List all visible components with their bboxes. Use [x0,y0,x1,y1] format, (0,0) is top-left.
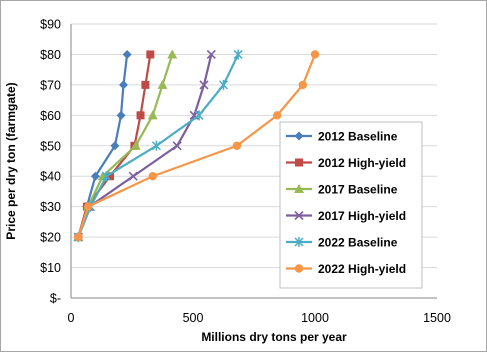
y-tick-label: $40 [40,170,61,184]
legend-item: 2022 High-yield [286,262,406,276]
data-point [74,232,83,242]
legend-label: 2012 High-yield [318,156,406,170]
y-axis-title: Price per dry ton (farmgate) [4,82,18,239]
legend-label: 2022 High-yield [318,262,406,276]
legend-item: 2017 High-yield [286,209,406,223]
legend-label: 2022 Baseline [318,236,398,250]
x-tick-label: 1000 [301,311,329,325]
data-point [116,110,126,120]
legend-label: 2017 Baseline [318,183,398,197]
data-point [157,79,168,89]
legend: 2012 Baseline 2012 High-yield 2017 Baselin… [279,121,423,289]
legend-marker [294,237,304,247]
legend-item: 2012 Baseline [286,130,398,144]
data-point [146,50,155,59]
data-point [151,140,161,151]
data-point [199,80,209,90]
data-point [206,49,216,60]
y-tick-label: $80 [40,48,61,62]
data-point [90,171,100,181]
data-point [218,79,229,90]
data-point [194,110,204,121]
data-point [83,202,93,211]
data-point [298,80,307,90]
legend-box [279,121,423,289]
y-tick-label: $10 [40,261,61,275]
x-axis-title: Millions dry tons per year [201,330,347,344]
data-point [233,49,243,60]
y-tick-label: $60 [40,109,61,123]
y-tick-label: $- [50,292,61,306]
x-tick-label: 1500 [423,311,451,325]
data-point [272,111,282,120]
data-point [310,50,320,59]
legend-item: 2017 Baseline [286,183,398,197]
data-point [101,171,111,182]
series-group [73,49,320,243]
y-tick-label: $70 [40,78,61,92]
data-point [141,80,150,89]
data-point [130,140,141,150]
data-point [167,49,178,59]
legend-item: 2022 Baseline [286,236,398,250]
x-axis-ticks: 0 500 1000 1500 [68,311,451,325]
data-point [106,172,115,181]
data-point [147,110,158,120]
data-point [172,141,182,151]
legend-marker [294,264,304,273]
data-point [148,172,157,181]
legend-marker [294,131,304,141]
legend-item: 2012 High-yield [286,156,406,170]
y-tick-label: $50 [40,139,61,153]
legend-marker [295,158,303,167]
legend-label: 2017 High-yield [318,209,406,223]
data-point [128,171,138,181]
data-point [122,49,132,59]
data-point [136,111,145,120]
y-axis-ticks: $- $10 $20 $30 $40 $50 $60 $70 $80 $90 [40,18,61,306]
legend-label: 2012 Baseline [318,130,398,144]
legend-marker [294,210,304,221]
data-point [110,141,120,151]
data-point [232,141,242,150]
x-tick-label: 0 [68,311,75,325]
series-5 [74,50,320,242]
y-tick-label: $90 [40,18,61,32]
y-tick-label: $30 [40,200,61,214]
x-tick-label: 500 [183,311,204,325]
legend-marker [294,184,304,193]
data-point [118,80,128,90]
y-tick-label: $20 [40,231,61,245]
